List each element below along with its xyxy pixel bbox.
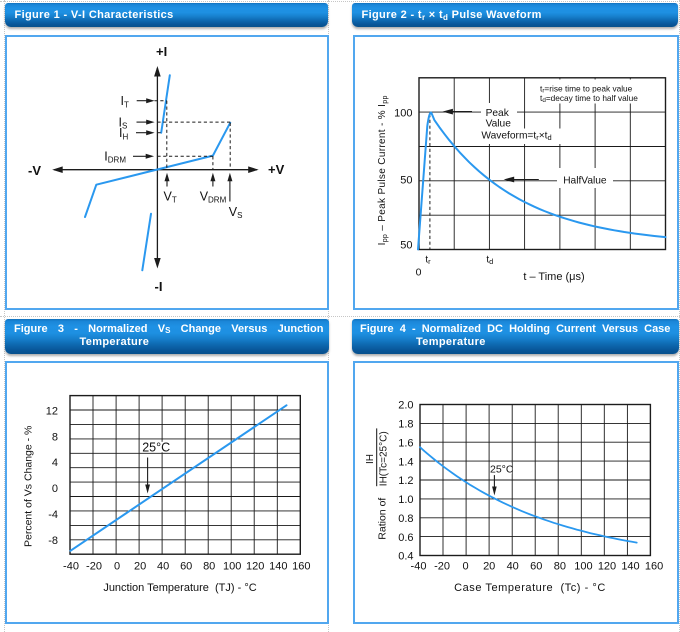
svg-text:25°C: 25°C xyxy=(490,464,514,476)
svg-text:Ration of: Ration of xyxy=(377,498,389,540)
svg-text:120: 120 xyxy=(246,561,264,573)
svg-text:40: 40 xyxy=(157,561,169,573)
svg-text:+I: +I xyxy=(156,44,167,59)
svg-text:0: 0 xyxy=(416,267,422,279)
svg-text:-40: -40 xyxy=(411,561,427,573)
svg-text:120: 120 xyxy=(598,561,616,573)
svg-text:60: 60 xyxy=(530,561,542,573)
svg-text:Ipp – Peak Pulse Current - % I: Ipp – Peak Pulse Current - % Ipp xyxy=(377,95,389,245)
svg-text:IT: IT xyxy=(121,94,129,109)
svg-text:Percent of Vs Change - %: Percent of Vs Change - % xyxy=(23,426,35,547)
svg-text:1.0: 1.0 xyxy=(398,494,413,506)
svg-text:Peak: Peak xyxy=(486,108,510,119)
svg-text:0: 0 xyxy=(463,561,469,573)
svg-text:VS: VS xyxy=(229,205,243,220)
svg-text:t – Time (μs): t – Time (μs) xyxy=(523,271,584,283)
svg-text:4: 4 xyxy=(52,457,58,469)
svg-text:60: 60 xyxy=(180,561,192,573)
svg-text:td: td xyxy=(486,255,493,267)
svg-text:Junction Temperature (TJ) - °: Junction Temperature (TJ) - °C xyxy=(103,582,256,594)
svg-text:Case Temperature (Tc) - °C: Case Temperature (Tc) - °C xyxy=(454,582,606,594)
svg-text:100: 100 xyxy=(223,561,241,573)
svg-text:Waveform=tr×td: Waveform=tr×td xyxy=(481,131,551,143)
svg-text:IH: IH xyxy=(365,454,376,464)
svg-text:-20: -20 xyxy=(86,561,102,573)
svg-text:IH(Tc=25°C): IH(Tc=25°C) xyxy=(379,431,390,486)
svg-text:80: 80 xyxy=(203,561,215,573)
svg-text:IDRM: IDRM xyxy=(104,149,126,164)
svg-text:HalfValue: HalfValue xyxy=(563,176,607,187)
svg-text:20: 20 xyxy=(134,561,146,573)
svg-text:+V: +V xyxy=(268,162,285,177)
svg-text:0: 0 xyxy=(114,561,120,573)
svg-text:-8: -8 xyxy=(48,535,58,547)
svg-text:160: 160 xyxy=(292,561,310,573)
svg-text:Value: Value xyxy=(486,119,512,130)
svg-text:VT: VT xyxy=(164,189,177,204)
svg-text:IH: IH xyxy=(119,126,128,141)
svg-text:2.0: 2.0 xyxy=(398,400,413,412)
svg-text:1.6: 1.6 xyxy=(398,437,413,449)
svg-text:0.6: 0.6 xyxy=(398,532,413,544)
svg-text:-4: -4 xyxy=(48,509,58,521)
svg-text:1.8: 1.8 xyxy=(398,419,413,431)
svg-text:50: 50 xyxy=(400,175,412,187)
svg-text:12: 12 xyxy=(46,406,58,418)
svg-text:25°C: 25°C xyxy=(142,440,170,454)
svg-text:80: 80 xyxy=(554,561,566,573)
svg-text:-20: -20 xyxy=(434,561,450,573)
svg-text:0.8: 0.8 xyxy=(398,513,413,525)
svg-text:tr: tr xyxy=(425,255,431,267)
svg-text:VDRM: VDRM xyxy=(200,189,227,204)
svg-text:100: 100 xyxy=(394,107,412,119)
svg-text:140: 140 xyxy=(621,561,639,573)
svg-text:td=decay time to half value: td=decay time to half value xyxy=(540,93,638,104)
svg-text:-40: -40 xyxy=(63,561,79,573)
svg-text:IS: IS xyxy=(119,115,128,130)
svg-text:8: 8 xyxy=(52,431,58,443)
svg-text:-I: -I xyxy=(155,279,163,294)
svg-text:tr=rise time to peak value: tr=rise time to peak value xyxy=(540,84,633,95)
svg-text:1.2: 1.2 xyxy=(398,475,413,487)
svg-text:0.4: 0.4 xyxy=(398,551,413,563)
svg-text:40: 40 xyxy=(507,561,519,573)
svg-text:50: 50 xyxy=(400,240,412,252)
svg-text:0: 0 xyxy=(52,483,58,495)
svg-text:160: 160 xyxy=(645,561,663,573)
svg-text:20: 20 xyxy=(483,561,495,573)
svg-text:1.4: 1.4 xyxy=(398,456,413,468)
svg-text:-V: -V xyxy=(28,163,41,178)
svg-text:100: 100 xyxy=(574,561,592,573)
svg-text:140: 140 xyxy=(269,561,287,573)
